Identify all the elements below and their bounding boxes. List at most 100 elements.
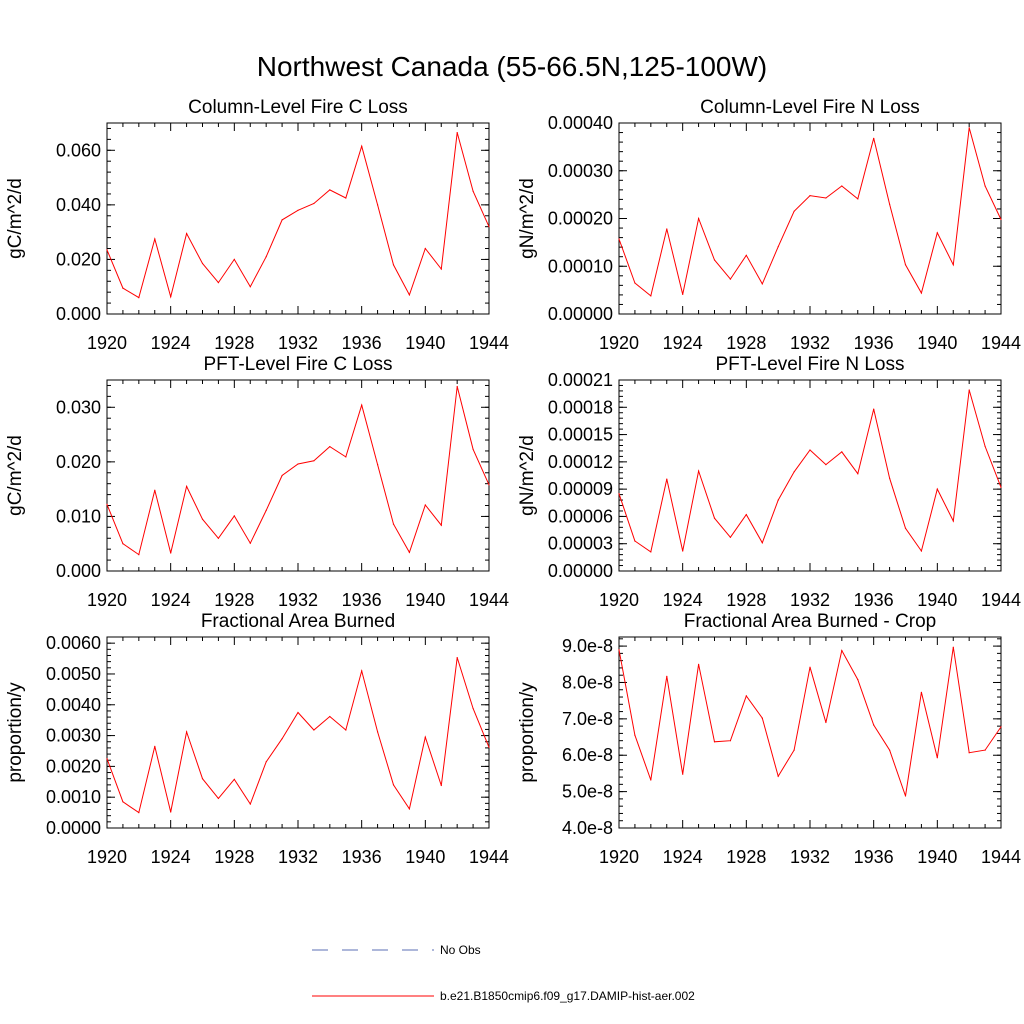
x-tick-label: 1944	[981, 847, 1021, 867]
legend-label: No Obs	[440, 943, 481, 957]
data-point	[713, 517, 716, 519]
data-point	[713, 741, 716, 743]
chart-panel-4: PFT-Level Fire N Loss gN/m^2/d 1920 1924 192…	[517, 354, 1021, 610]
data-point	[122, 287, 124, 289]
y-axis-label: gN/m^2/d	[517, 178, 538, 259]
data-point	[952, 264, 954, 266]
data-point	[713, 259, 716, 261]
y-axis-label: gC/m^2/d	[5, 178, 26, 259]
y-tick-label: 0.00006	[548, 506, 613, 526]
series-line	[106, 386, 490, 556]
data-point	[440, 524, 442, 526]
y-tick-label: 0.030	[56, 397, 101, 417]
data-point	[793, 749, 795, 751]
x-tick-label: 1936	[342, 590, 382, 610]
data-point	[650, 551, 652, 553]
data-point	[201, 518, 204, 520]
plot-frame	[106, 636, 490, 829]
data-point	[745, 514, 747, 516]
x-tick-label: 1924	[663, 590, 703, 610]
chart-panel-5: Fractional Area Burned proportion/y 1920 19…	[5, 611, 509, 867]
x-tick-label: 1924	[151, 847, 191, 867]
y-tick-label: 0.0050	[46, 664, 101, 684]
plot-frame	[106, 379, 490, 572]
x-tick-label: 1932	[278, 590, 318, 610]
data-point	[745, 695, 747, 697]
data-point	[729, 278, 732, 280]
y-tick-label: 0.000	[56, 561, 101, 581]
y-tick-label: 0.00010	[548, 256, 613, 276]
data-point	[329, 715, 331, 718]
x-tick-label: 1920	[599, 333, 639, 353]
x-tick-label: 1920	[87, 590, 127, 610]
panels: Column-Level Fire C Loss gC/m^2/d 1920 1924…	[5, 97, 1021, 867]
data-point	[233, 778, 235, 780]
data-point	[281, 474, 283, 477]
data-point	[297, 209, 299, 211]
data-point	[857, 679, 859, 681]
data-point	[666, 675, 668, 677]
data-point	[281, 219, 283, 221]
y-axis-label: proportion/y	[5, 682, 26, 783]
y-tick-label: 9.0e-8	[562, 636, 613, 656]
data-point	[904, 795, 907, 797]
data-point	[313, 729, 315, 731]
y-tick-label: 0.0020	[46, 756, 101, 776]
data-point	[825, 464, 827, 466]
series-line	[618, 647, 1002, 797]
x-tick-label: 1920	[87, 847, 127, 867]
data-point	[361, 404, 363, 406]
data-point	[456, 657, 458, 659]
data-point	[488, 484, 490, 486]
data-point	[249, 286, 251, 288]
data-point	[377, 204, 379, 206]
data-point	[761, 717, 763, 719]
y-tick-label: 0.0030	[46, 726, 101, 746]
data-point	[698, 217, 700, 220]
series-line	[106, 657, 490, 814]
data-point	[377, 731, 379, 733]
data-point	[233, 515, 235, 517]
data-point	[392, 523, 395, 525]
data-point	[265, 761, 267, 763]
y-tick-label: 0.0040	[46, 695, 101, 715]
data-point	[377, 464, 379, 466]
x-tick-label: 1928	[726, 333, 766, 353]
y-tick-label: 0.040	[56, 195, 101, 215]
data-point	[952, 520, 954, 522]
data-point	[297, 711, 299, 714]
data-point	[666, 478, 668, 480]
x-tick-label: 1940	[405, 847, 445, 867]
data-point	[745, 254, 747, 256]
x-tick-label: 1940	[917, 333, 957, 353]
panel-title: Fractional Area Burned - Crop	[684, 611, 936, 632]
data-point	[217, 282, 219, 284]
data-point	[650, 779, 652, 781]
data-point	[345, 729, 347, 731]
x-tick-label: 1944	[469, 333, 509, 353]
data-point	[841, 649, 843, 652]
data-point	[936, 488, 938, 490]
data-point	[936, 757, 938, 759]
data-point	[618, 238, 620, 240]
data-point	[873, 724, 875, 726]
chart-panel-2: Column-Level Fire N Loss gN/m^2/d 1920 1924…	[517, 97, 1021, 353]
data-point	[682, 773, 684, 775]
y-tick-label: 6.0e-8	[562, 745, 613, 765]
series-line	[618, 127, 1002, 297]
panel-title: PFT-Level Fire N Loss	[716, 354, 905, 375]
data-point	[361, 670, 363, 672]
data-point	[472, 707, 474, 710]
data-point	[857, 198, 859, 200]
data-point	[154, 489, 156, 491]
data-point	[106, 503, 108, 505]
data-point	[682, 293, 684, 295]
x-tick-label: 1940	[917, 847, 957, 867]
data-point	[698, 663, 700, 665]
data-point	[329, 189, 331, 191]
data-point	[618, 493, 620, 495]
panel-title: Fractional Area Burned	[201, 611, 395, 632]
data-point	[217, 537, 219, 539]
data-point	[952, 646, 954, 648]
data-point	[201, 262, 204, 265]
